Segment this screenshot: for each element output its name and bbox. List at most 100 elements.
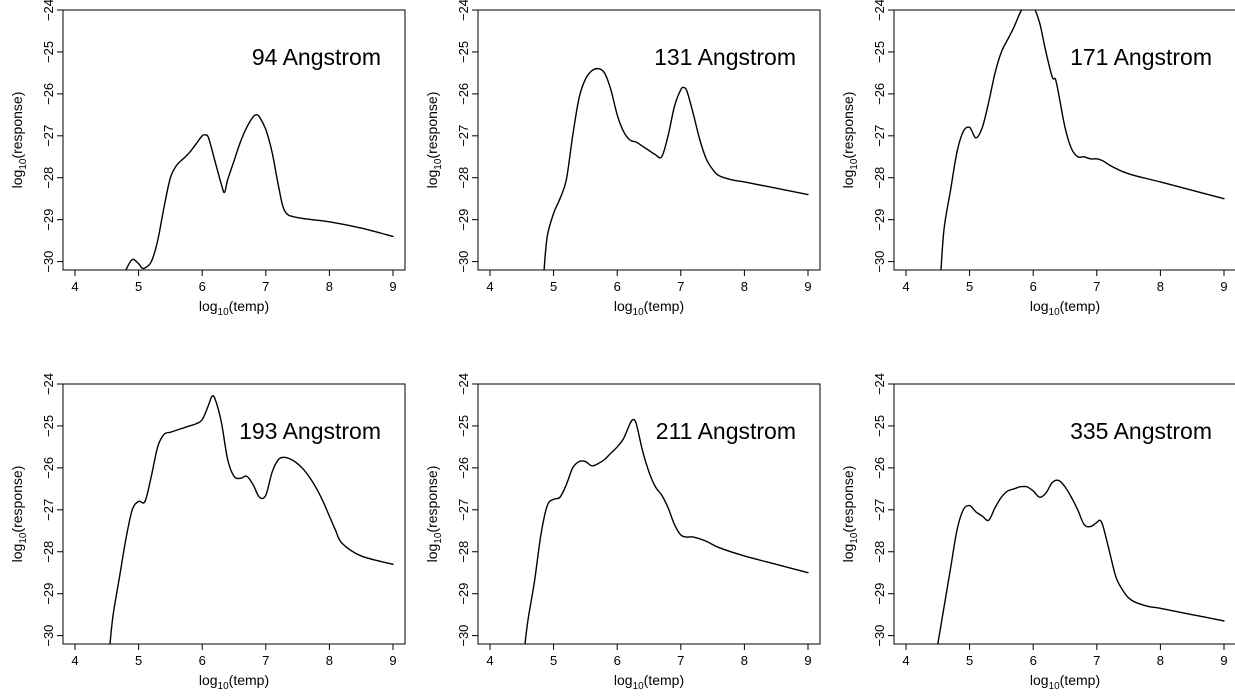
y-tick-label: −24 [41,0,56,21]
x-axis-label-base: log [614,298,633,314]
x-axis-label-subscript: 10 [218,307,230,318]
y-tick-label: −30 [456,251,471,273]
panel-title: 193 Angstrom [239,418,381,444]
y-axis-label-tail: (response) [424,92,440,159]
y-axis-label-subscript: 10 [433,158,444,170]
x-axis-label-subscript: 10 [1049,307,1061,318]
x-axis-label-subscript: 10 [1049,681,1061,692]
y-tick-label: −27 [41,125,56,147]
chart-panel-1: 4 5 6 7 8 9−30−29−28−27−26−25−24log10(temp)lo… [9,0,406,318]
x-tick-label: 9 [804,279,811,294]
x-axis-label-subscript: 10 [218,681,230,692]
y-axis-label: log10(response) [9,466,29,563]
x-axis-label-base: log [199,672,218,688]
panel-title: 131 Angstrom [654,44,796,70]
y-tick-label: −29 [872,209,887,231]
response-curve [543,67,809,270]
y-tick-label: −30 [41,625,56,647]
panel-title: 211 Angstrom [656,418,796,444]
y-tick-label: −24 [872,373,887,395]
response-curve [109,394,394,644]
x-axis-label-tail: (temp) [1060,298,1100,314]
y-tick-label: −27 [872,499,887,521]
x-axis-label: log10(temp) [614,672,684,692]
x-tick-label: 8 [741,279,748,294]
y-tick-label: −27 [872,125,887,147]
x-tick-label: 8 [1157,653,1164,668]
y-tick-label: −25 [456,41,471,63]
y-tick-label: −28 [41,167,56,189]
plot-frame [893,9,1235,271]
x-tick-label: 5 [966,279,973,294]
x-tick-label: 4 [486,653,493,668]
y-tick-label: −27 [456,499,471,521]
response-curve [524,418,809,644]
y-tick-label: −29 [41,209,56,231]
y-axis-label: log10(response) [840,92,860,189]
y-axis-label-subscript: 10 [18,158,29,170]
x-tick-label: 7 [677,653,684,668]
y-axis-label: log10(response) [840,466,860,563]
x-tick-label: 6 [1030,653,1037,668]
x-axis-label-tail: (temp) [229,672,269,688]
y-tick-label: −30 [41,251,56,273]
plot-frame [893,383,1235,645]
x-axis-label-subscript: 10 [633,681,645,692]
x-axis-label: log10(temp) [614,298,684,318]
plot-frame [62,383,406,645]
x-axis-label-tail: (temp) [229,298,269,314]
y-tick-label: −26 [456,83,471,105]
plot-frame [477,383,821,645]
y-tick-label: −27 [456,125,471,147]
x-tick-label: 7 [677,279,684,294]
y-tick-label: −25 [41,41,56,63]
x-tick-label: 4 [486,279,493,294]
x-axis-label: log10(temp) [199,298,269,318]
y-axis-label: log10(response) [9,92,29,189]
x-axis-label: log10(temp) [1030,672,1100,692]
x-axis-label-tail: (temp) [1060,672,1100,688]
x-tick-label: 4 [902,279,909,294]
y-axis-label-subscript: 10 [18,532,29,544]
x-tick-label: 7 [262,653,269,668]
response-curve [125,114,394,270]
x-axis-label: log10(temp) [199,672,269,692]
y-tick-label: −28 [41,541,56,563]
chart-panel-6: 4 5 6 7 8 9−30−29−28−27−26−25−24log10(temp)lo… [840,373,1235,692]
x-axis-label: log10(temp) [1030,298,1100,318]
x-tick-label: 5 [550,653,557,668]
chart-panel-2: 4 5 6 7 8 9−30−29−28−27−26−25−24log10(temp)lo… [424,0,821,318]
chart-panel-3: 4 5 6 7 8 9−30−29−28−27−26−25−24log10(temp)lo… [840,0,1235,318]
x-axis-label-base: log [1030,672,1049,688]
x-tick-label: 9 [1220,279,1227,294]
panel-title: 171 Angstrom [1070,44,1212,70]
y-tick-label: −29 [872,583,887,605]
y-tick-label: −25 [872,415,887,437]
panel-title: 94 Angstrom [252,44,381,70]
x-tick-label: 9 [804,653,811,668]
y-tick-label: −29 [41,583,56,605]
x-tick-label: 9 [389,653,396,668]
y-tick-label: −24 [41,373,56,395]
plot-frame [62,9,406,271]
x-tick-label: 5 [966,653,973,668]
x-axis-label-tail: (temp) [644,672,684,688]
x-tick-label: 7 [262,279,269,294]
y-tick-label: −30 [872,625,887,647]
y-tick-label: −26 [456,457,471,479]
y-tick-label: −24 [456,0,471,21]
x-axis-label-base: log [199,298,218,314]
y-axis-label: log10(response) [424,466,444,563]
chart-panel-4: 4 5 6 7 8 9−30−29−28−27−26−25−24log10(temp)lo… [9,373,406,692]
y-axis-label-base: log [9,170,25,189]
chart-panel-5: 4 5 6 7 8 9−30−29−28−27−26−25−24log10(temp)lo… [424,373,821,692]
panel-title: 335 Angstrom [1070,418,1212,444]
x-tick-label: 5 [550,279,557,294]
y-axis-label-base: log [424,544,440,563]
y-tick-label: −26 [872,457,887,479]
plot-frame [477,9,821,271]
x-tick-label: 8 [1157,279,1164,294]
y-tick-label: −24 [456,373,471,395]
y-axis-label-tail: (response) [9,92,25,159]
